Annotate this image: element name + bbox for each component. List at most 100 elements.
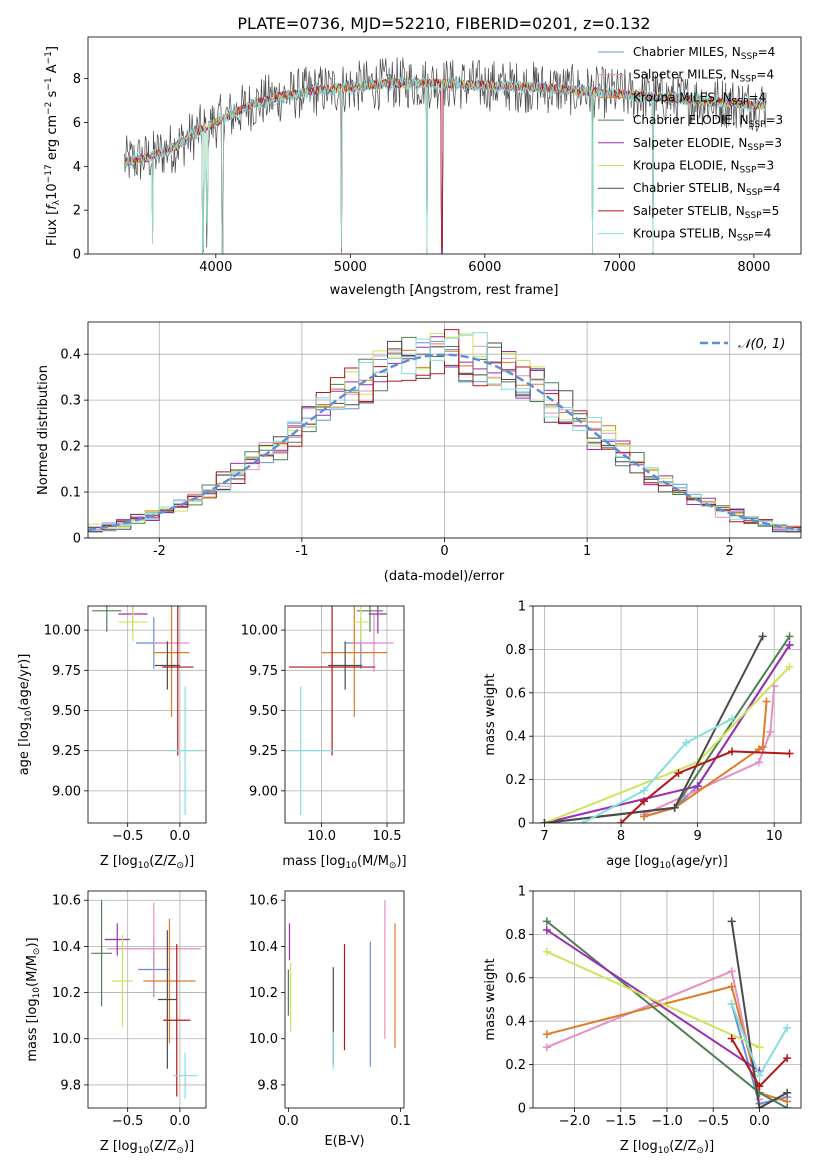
axes-frame xyxy=(532,890,802,1109)
y-tick-label: 0.2 xyxy=(505,773,526,788)
y-tick-label: 10.4 xyxy=(52,940,81,955)
y-tick-label: 9.25 xyxy=(249,744,278,759)
weight-marker xyxy=(727,999,736,1008)
plot-area xyxy=(88,322,801,538)
x-axis-label: mass [log10(M/M⊙)] xyxy=(282,854,406,871)
y-axis-label-part: s xyxy=(45,90,60,101)
x-axis-label-part: ⊙ xyxy=(389,861,397,871)
x-axis-label-part: 10 xyxy=(658,1146,670,1156)
y-tick-label: 0 xyxy=(73,532,81,547)
x-axis-label-part: 10 xyxy=(659,861,671,871)
y-axis-label-part: ] xyxy=(45,46,60,51)
weight-marker xyxy=(578,819,587,823)
errorbar-point xyxy=(169,686,201,815)
weight-marker xyxy=(785,662,794,671)
errorbar-point xyxy=(153,606,190,717)
y-axis-label-part: )] xyxy=(25,937,40,947)
x-tick-label: 0.1 xyxy=(390,1114,411,1129)
weight-marker xyxy=(758,632,767,641)
plot-area xyxy=(533,606,801,823)
legend-entry-part: SSP xyxy=(741,52,758,62)
errorbar-point xyxy=(288,606,376,756)
weight-marker xyxy=(682,738,691,747)
axes-frame xyxy=(532,605,802,824)
legend-entry-part: =4 xyxy=(758,45,776,59)
x-tick-label: −1.5 xyxy=(605,1114,637,1129)
y-tick-label: 10.2 xyxy=(52,986,81,1001)
y-axis-label-part: −1 xyxy=(44,51,54,64)
plot-area xyxy=(123,57,767,254)
y-axis-label-part: mass [log xyxy=(25,998,40,1061)
y-axis-label: mass [log10(M/M⊙)] xyxy=(25,937,42,1061)
x-tick-label: 0.0 xyxy=(170,829,191,844)
x-axis-label: Z [log10(Z/Z⊙)] xyxy=(620,1139,714,1156)
y-tick-label: 8 xyxy=(73,72,81,87)
y-tick-label: 1 xyxy=(518,885,526,900)
x-axis-label-part: mass [log xyxy=(282,854,345,869)
weight-marker xyxy=(640,786,649,795)
x-axis-label-part: ⊙ xyxy=(176,861,184,871)
x-axis-label-part: 10 xyxy=(138,861,150,871)
x-tick-label: 2 xyxy=(726,544,734,559)
weight-marker xyxy=(727,982,736,991)
legend-entry-part: =3 xyxy=(765,113,783,127)
x-axis-label: (data-model)/error xyxy=(384,569,505,584)
y-tick-label: 0.1 xyxy=(60,486,81,501)
y-axis-label-part: 10 xyxy=(32,987,42,999)
weight-marker xyxy=(783,1023,792,1032)
axes-mass-age: 10.0 10.5 9.00 9.25 9.50 9.75 10.00 mass [log10… xyxy=(241,605,407,871)
errorbar-point xyxy=(143,918,196,1044)
x-axis-label-part: Z [log xyxy=(620,1139,658,1154)
y-tick-label: 10.6 xyxy=(249,894,278,909)
legend-entry: Kroupa MILES, NSSP=4 xyxy=(633,90,766,107)
legend-entry-part: SSP xyxy=(737,234,754,244)
weight-marker xyxy=(727,917,736,926)
weight-series xyxy=(542,917,792,1108)
y-tick-label: 0.8 xyxy=(505,928,526,943)
y-tick-label: 9.00 xyxy=(52,784,81,799)
legend-entry: Chabrier ELODIE, NSSP=3 xyxy=(633,113,783,130)
weight-marker xyxy=(785,632,794,641)
y-tick-label: 10.6 xyxy=(52,894,81,909)
legend-entry-part: Kroupa STELIB, N xyxy=(633,227,737,241)
x-axis-label-part: Z [log xyxy=(100,854,138,869)
y-tick-label: 10.0 xyxy=(52,1032,81,1047)
y-axis-label-part: age [log xyxy=(17,722,32,775)
y-axis-label-part: −2 xyxy=(44,102,54,115)
y-tick-label: 9.8 xyxy=(257,1078,278,1093)
weight-marker xyxy=(727,1034,736,1043)
weight-series-line xyxy=(546,929,760,1072)
axes-frame xyxy=(87,321,802,539)
y-axis-label-part: Flux [ xyxy=(45,210,60,246)
legend-entry-part: =3 xyxy=(764,136,782,150)
axes-z-weight: −2.0 −1.5 −1.0 −0.5 0.0 0 0.2 0.4 0.6 0.8 1 Z [log1… xyxy=(483,885,802,1156)
errorbar-point xyxy=(328,641,363,690)
y-tick-label: 0.4 xyxy=(505,1015,526,1030)
legend-entry-part: Chabrier ELODIE, N xyxy=(633,113,749,127)
plot-area xyxy=(285,606,404,823)
x-tick-label: −0.5 xyxy=(697,1114,729,1129)
errorbar-point xyxy=(118,606,148,642)
y-axis-label: age [log10(age/yr)] xyxy=(17,654,34,776)
errorbar-point xyxy=(172,1052,198,1099)
y-tick-label: 0 xyxy=(518,1102,526,1117)
y-axis-label-part: erg cm xyxy=(45,115,60,164)
weight-series xyxy=(727,999,792,1080)
legend-entry: Chabrier STELIB, NSSP=4 xyxy=(633,181,781,198)
y-tick-label: 6 xyxy=(73,116,81,131)
y-tick-label: 9.00 xyxy=(249,784,278,799)
weight-marker xyxy=(766,727,775,736)
legend-entry: Kroupa STELIB, NSSP=4 xyxy=(633,227,771,244)
y-tick-label: 0.6 xyxy=(505,686,526,701)
y-tick-label: 10.00 xyxy=(44,624,81,639)
x-tick-label: 0.0 xyxy=(170,1114,191,1129)
y-tick-label: 9.50 xyxy=(249,704,278,719)
errorbar-point xyxy=(353,606,369,642)
y-axis-label-part: −17 xyxy=(44,164,54,183)
x-axis-label-part: 10 xyxy=(138,1146,150,1156)
weight-series xyxy=(542,947,764,1052)
y-axis-label: Flux [fλ10−17 erg cm−2 s−1 A−1] xyxy=(44,46,62,246)
y-axis-label-part: f xyxy=(45,203,60,210)
